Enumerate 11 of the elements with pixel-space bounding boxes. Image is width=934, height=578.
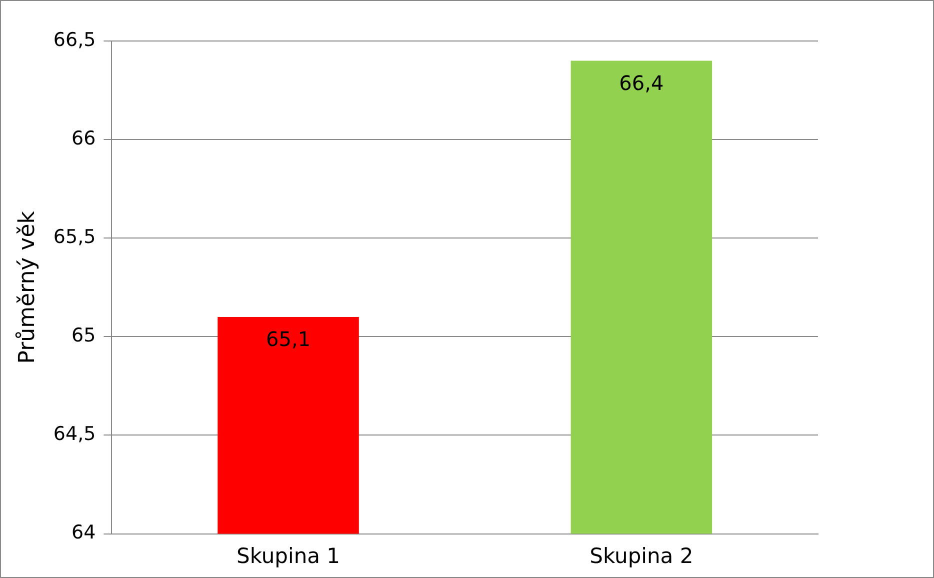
data-label: 66,4 <box>619 70 664 95</box>
y-tick-label: 66 <box>72 127 96 150</box>
data-label: 65,1 <box>266 327 311 352</box>
x-tick-label: Skupina 2 <box>590 544 694 568</box>
y-tick-label: 66,5 <box>53 28 96 51</box>
y-axis-title: Průměrný věk <box>14 210 40 364</box>
y-tick-label: 65 <box>72 324 96 347</box>
y-tick-label: 64,5 <box>53 423 96 446</box>
y-tick-label: 64 <box>72 522 96 544</box>
y-tick-label: 65,5 <box>53 226 96 248</box>
x-tick-label: Skupina 1 <box>236 544 340 568</box>
